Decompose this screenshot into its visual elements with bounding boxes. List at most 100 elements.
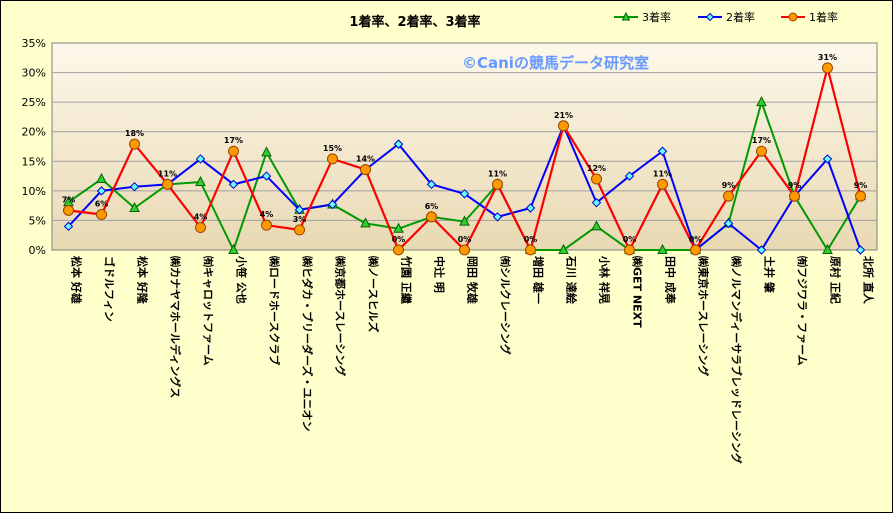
y-tick-label: 5% bbox=[29, 214, 46, 227]
legend-marker bbox=[788, 12, 798, 22]
data-label: 9% bbox=[722, 181, 736, 190]
data-point bbox=[459, 215, 470, 226]
x-tick-label: ㈱ロードホースクラブ bbox=[268, 256, 282, 365]
x-tick-label: 中辻 明 bbox=[433, 256, 447, 293]
watermark: ©Caniの競馬データ研究室 bbox=[462, 54, 649, 72]
x-tick-label: ㈱ノルマンディーサラブレッドレーシング bbox=[730, 256, 744, 464]
data-point bbox=[657, 243, 668, 254]
data-point bbox=[492, 212, 503, 222]
chart-title: 1着率、2着率、3着率 bbox=[349, 14, 480, 30]
data-label: 0% bbox=[458, 235, 472, 244]
data-label: 11% bbox=[488, 169, 507, 178]
x-tick-label: ゴドルフィン bbox=[103, 256, 117, 322]
legend-label: 1着率 bbox=[809, 10, 838, 24]
data-point bbox=[228, 243, 239, 254]
data-point bbox=[96, 186, 107, 196]
data-label: 11% bbox=[158, 169, 177, 178]
x-tick-label: 石川 達絵 bbox=[565, 255, 579, 304]
legend-marker bbox=[621, 11, 631, 21]
data-label: 0% bbox=[392, 235, 406, 244]
data-label: 17% bbox=[752, 136, 771, 145]
y-tick-label: 25% bbox=[22, 96, 46, 109]
x-tick-label: ㈱東京ホースレーシング bbox=[697, 256, 711, 376]
data-label: 3% bbox=[293, 215, 307, 224]
data-point bbox=[459, 244, 470, 256]
data-point bbox=[327, 153, 338, 165]
data-point bbox=[129, 201, 140, 213]
data-point bbox=[228, 179, 239, 190]
data-point bbox=[459, 189, 470, 199]
data-point bbox=[756, 96, 767, 107]
x-tick-label: 増田 雄一 bbox=[532, 256, 546, 304]
y-tick-label: 0% bbox=[29, 244, 46, 257]
data-label: 15% bbox=[323, 144, 342, 153]
data-point bbox=[822, 62, 833, 74]
data-point bbox=[855, 190, 866, 202]
y-tick-label: 20% bbox=[22, 126, 46, 139]
x-tick-label: ㈱ノースヒルズ bbox=[367, 256, 381, 332]
data-point bbox=[195, 175, 206, 186]
data-label: 9% bbox=[854, 181, 868, 190]
data-label: 21% bbox=[554, 111, 573, 120]
data-point bbox=[228, 145, 239, 157]
data-point bbox=[393, 244, 404, 256]
x-tick-label: ㈲フジワラ・ファーム bbox=[796, 256, 810, 366]
data-point bbox=[822, 243, 833, 254]
x-tick-label: 小林 祥晃 bbox=[598, 255, 612, 304]
data-point bbox=[63, 221, 74, 232]
data-point bbox=[261, 146, 272, 157]
data-label: 12% bbox=[587, 164, 606, 173]
data-label: 4% bbox=[194, 213, 208, 222]
data-point bbox=[525, 203, 536, 213]
data-point bbox=[657, 178, 668, 190]
data-point bbox=[723, 218, 734, 229]
data-point bbox=[756, 145, 767, 157]
data-point bbox=[261, 219, 272, 231]
y-tick-label: 30% bbox=[22, 67, 46, 80]
data-label: 17% bbox=[224, 136, 243, 145]
data-label: 0% bbox=[623, 235, 637, 244]
data-point bbox=[558, 243, 569, 254]
data-label: 0% bbox=[524, 235, 538, 244]
x-tick-label: 松本 好雄 bbox=[70, 256, 84, 304]
x-tick-label: ㈱カナヤマホールディングス bbox=[169, 256, 183, 398]
data-point bbox=[360, 164, 371, 176]
data-point bbox=[525, 244, 536, 256]
data-point bbox=[756, 245, 767, 255]
data-point bbox=[591, 220, 602, 231]
x-tick-label: ㈱京都ホースレーシング bbox=[334, 256, 348, 376]
data-point bbox=[393, 139, 404, 149]
legend-label: 2着率 bbox=[726, 10, 755, 24]
plot-area bbox=[51, 42, 878, 251]
data-label: 11% bbox=[653, 169, 672, 178]
legend-label: 3着率 bbox=[642, 10, 671, 24]
data-label: 6% bbox=[425, 202, 439, 211]
data-point bbox=[261, 171, 272, 181]
data-point bbox=[591, 197, 602, 208]
data-point bbox=[393, 222, 404, 233]
data-point bbox=[426, 179, 437, 190]
data-point bbox=[822, 154, 833, 164]
data-point bbox=[96, 209, 107, 221]
x-tick-label: ㈲キャロットファーム bbox=[202, 256, 216, 366]
data-point bbox=[624, 244, 635, 256]
data-label: 14% bbox=[356, 155, 375, 164]
data-point bbox=[591, 173, 602, 185]
data-point bbox=[63, 204, 74, 216]
x-tick-label: 田中 成奉 bbox=[664, 256, 678, 305]
x-tick-label: 竹園 正繼 bbox=[400, 255, 414, 304]
data-point bbox=[195, 222, 206, 234]
data-label: 6% bbox=[95, 200, 109, 209]
data-point bbox=[360, 217, 371, 228]
data-point bbox=[129, 138, 140, 150]
x-tick-label: 土井 肇 bbox=[763, 256, 777, 294]
data-point bbox=[657, 146, 668, 156]
data-point bbox=[426, 211, 437, 223]
data-point bbox=[558, 120, 569, 132]
data-point bbox=[294, 205, 305, 215]
data-label: 0% bbox=[689, 235, 703, 244]
x-tick-label: ㈲シルクレーシング bbox=[499, 256, 513, 355]
data-point bbox=[723, 190, 734, 202]
data-label: 31% bbox=[818, 53, 837, 62]
